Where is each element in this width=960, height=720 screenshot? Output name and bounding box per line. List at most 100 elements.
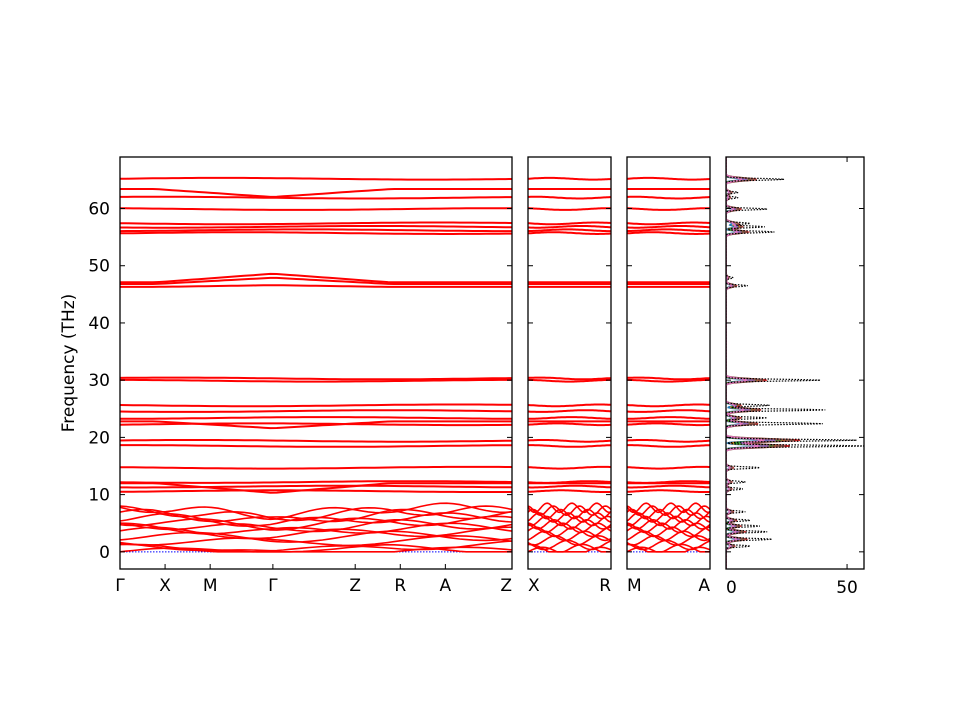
- phonon-band: [528, 376, 611, 381]
- y-tick-label: 50: [88, 257, 110, 277]
- phonon-band: [627, 403, 710, 408]
- phonon-band: [627, 465, 710, 470]
- phonon-band: [627, 539, 710, 551]
- phonon-band: [627, 422, 710, 427]
- phonon-band: [120, 207, 512, 211]
- phonon-band: [627, 416, 710, 420]
- phonon-band: [627, 489, 710, 493]
- phonon-band: [627, 515, 710, 527]
- phonon-band: [120, 484, 512, 489]
- phonon-band: [528, 231, 611, 235]
- phonon-band: [627, 378, 710, 383]
- x-tick-label: M: [203, 576, 218, 596]
- phonon-band: [120, 403, 512, 408]
- phonon-band: [528, 207, 611, 211]
- phonon-band: [120, 502, 512, 521]
- phonon-band: [627, 444, 710, 448]
- phonon-band: [528, 502, 611, 514]
- phonon-band: [120, 188, 512, 198]
- phonon-band: [120, 409, 512, 413]
- total-dos-curve: [726, 157, 865, 569]
- phonon-band: [627, 508, 710, 520]
- phonon-band: [627, 534, 710, 546]
- phonon-band: [120, 276, 512, 285]
- phonon-band: [120, 231, 512, 235]
- x-tick-label: X: [528, 576, 540, 596]
- partial-dos-curve: [726, 157, 801, 569]
- phonon-band: [627, 409, 710, 413]
- x-tick-label: R: [394, 576, 406, 596]
- x-tick-label: Z: [349, 576, 361, 596]
- y-tick-label: 0: [99, 543, 110, 563]
- phonon-band: [627, 484, 710, 489]
- phonon-band: [627, 505, 710, 517]
- phonon-band: [120, 228, 512, 233]
- phonon-band: [528, 518, 611, 530]
- phonon-band: [120, 530, 512, 543]
- phonon-band: [627, 176, 710, 181]
- panel-frame: [626, 156, 711, 570]
- phonon-band: [627, 207, 710, 211]
- phonon-band: [528, 439, 611, 443]
- phonon-band: [120, 505, 512, 522]
- partial-dos-curve: [726, 157, 776, 569]
- phonon-band: [120, 284, 512, 288]
- x-tick-label: X: [159, 576, 171, 596]
- phonon-band: [120, 444, 512, 448]
- phonon-band: [120, 225, 512, 229]
- y-axis-title-group: Frequency (THz): [59, 294, 79, 433]
- y-tick-label: 60: [88, 200, 110, 220]
- phonon-band: [627, 439, 710, 443]
- phonon-band: [627, 376, 710, 381]
- phonon-band: [528, 422, 611, 427]
- phonon-band: [120, 465, 512, 470]
- x-tick-label: A: [698, 576, 710, 596]
- y-tick-label: 10: [88, 486, 110, 506]
- phonon-band: [120, 378, 512, 383]
- y-tick-label: 20: [88, 428, 110, 448]
- band-lines: [120, 176, 512, 553]
- partial-dos-curve: [726, 157, 766, 569]
- dos-curves: [726, 157, 865, 569]
- phonon-band: [528, 484, 611, 489]
- phonon-band: [120, 195, 512, 200]
- phonon-band: [120, 482, 512, 494]
- panel-frame: [527, 156, 612, 570]
- phonon-band: [627, 228, 710, 233]
- dos-panel: 0 50: [725, 156, 865, 598]
- phonon-band: [528, 403, 611, 408]
- x-tick-label: Γ: [268, 576, 278, 596]
- phonon-band: [627, 231, 710, 235]
- phonon-band: [528, 378, 611, 383]
- phonon-band: [528, 228, 611, 233]
- x-tick-label: M: [627, 576, 642, 596]
- dos-x-tick-label: 50: [836, 578, 858, 598]
- phonon-band: [528, 409, 611, 413]
- phonon-band: [528, 444, 611, 448]
- dos-frame: [725, 156, 865, 570]
- panel-frame: [119, 156, 513, 570]
- phonon-band: [528, 465, 611, 470]
- x-tick-label: Γ: [115, 576, 125, 596]
- phonon-band: [120, 420, 512, 430]
- phonon-band: [120, 534, 512, 547]
- phonon-band: [120, 176, 512, 181]
- phonon-band: [528, 416, 611, 420]
- phonon-band: [120, 376, 512, 381]
- dos-x-tick-label: 0: [726, 578, 737, 598]
- phonon-band: [120, 543, 512, 553]
- x-tick-label: A: [440, 576, 452, 596]
- phonon-band: [627, 225, 710, 229]
- phonon-band: [120, 439, 512, 443]
- phonon-band: [528, 505, 611, 517]
- partial-dos-curve: [726, 157, 770, 569]
- partial-dos-curve: [726, 157, 795, 569]
- phonon-band: [120, 515, 512, 531]
- phonon-band: [120, 508, 512, 523]
- phonon-band: [120, 416, 512, 420]
- phonon-band: [627, 195, 710, 200]
- band-lines: [627, 176, 710, 553]
